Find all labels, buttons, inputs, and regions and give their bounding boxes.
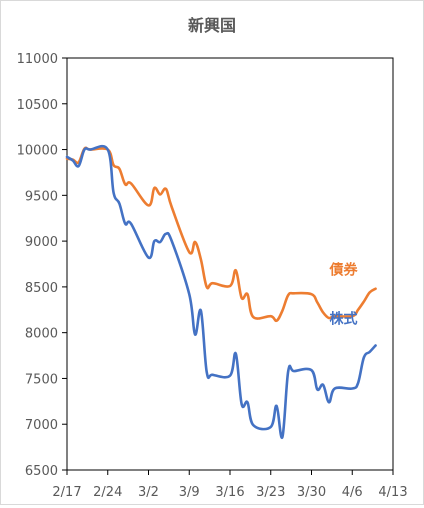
bond-series-line xyxy=(65,146,377,323)
x-tick-label: 2/17 xyxy=(52,485,81,500)
y-axis: 6500 7000 7500 8000 8500 9000 9500 10000 10500 11… xyxy=(17,52,67,479)
bond-series-label: 債券 xyxy=(329,262,359,279)
stock-series-line xyxy=(65,144,377,439)
x-tick-label: 3/30 xyxy=(297,485,326,500)
y-tick-label: 6500 xyxy=(25,464,58,479)
y-tick-label: 8500 xyxy=(25,281,58,296)
y-tick-label: 9500 xyxy=(25,189,58,204)
x-tick-label: 3/2 xyxy=(138,485,159,500)
y-tick-label: 7500 xyxy=(25,372,58,387)
y-tick-label: 9000 xyxy=(25,235,58,250)
y-tick-label: 11000 xyxy=(17,52,58,67)
y-tick-label: 10500 xyxy=(17,98,58,113)
y-tick-label: 10000 xyxy=(17,144,58,159)
y-tick-label: 8000 xyxy=(25,327,58,342)
chart-title: 新興国 xyxy=(188,16,236,35)
x-tick-label: 4/13 xyxy=(378,485,407,500)
x-tick-label: 2/24 xyxy=(93,485,122,500)
series-layer xyxy=(65,144,377,439)
x-tick-label: 4/6 xyxy=(342,485,363,500)
x-tick-label: 3/23 xyxy=(256,485,285,500)
x-axis: 2/17 2/24 3/2 3/9 3/16 3/23 3/30 4/6 4/13 xyxy=(52,470,408,500)
x-tick-label: 3/9 xyxy=(179,485,200,500)
stock-series-label: 株式 xyxy=(330,310,358,327)
y-tick-label: 7000 xyxy=(25,418,58,433)
x-tick-label: 3/16 xyxy=(215,485,244,500)
